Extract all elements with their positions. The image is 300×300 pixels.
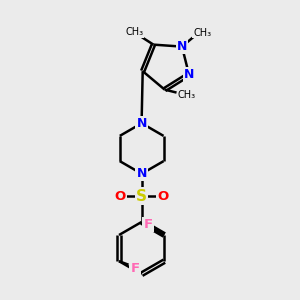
Text: O: O [158,190,169,202]
Text: O: O [115,190,126,202]
Text: CH₃: CH₃ [177,90,195,100]
Text: N: N [177,40,187,53]
Text: F: F [143,218,152,231]
Text: CH₃: CH₃ [125,27,143,38]
Text: F: F [130,262,140,275]
Text: CH₃: CH₃ [193,28,211,38]
Text: S: S [136,189,147,204]
Text: N: N [136,117,147,130]
Text: N: N [184,68,194,81]
Text: N: N [136,167,147,180]
